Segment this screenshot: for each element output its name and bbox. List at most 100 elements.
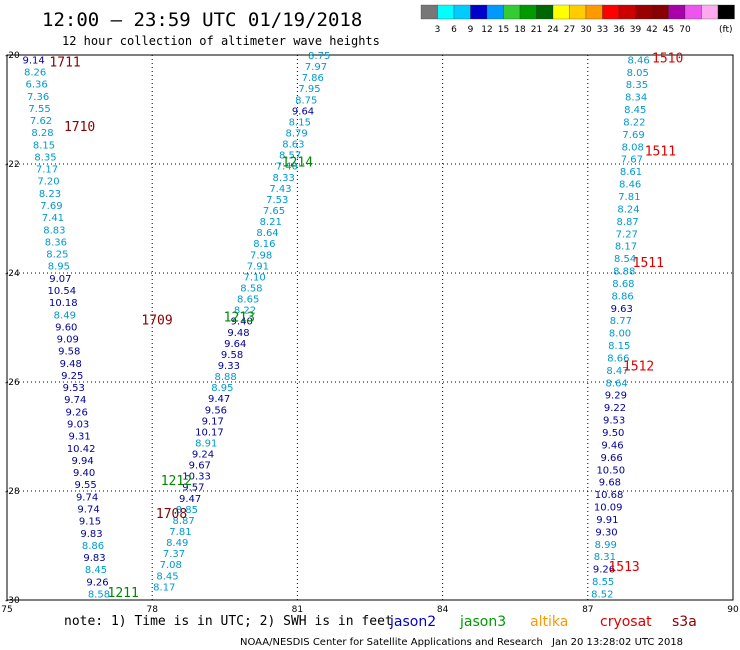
data-point-label: 10.50 xyxy=(596,465,625,476)
x-tick-label: 78 xyxy=(146,605,158,615)
data-point-label: 8.77 xyxy=(610,316,632,327)
colorbar-swatch xyxy=(437,4,455,20)
data-point-label: 7.36 xyxy=(27,92,49,103)
data-point-label: 8.87 xyxy=(173,516,195,527)
y-tick-label: -20 xyxy=(5,51,20,61)
footer-note: note: 1) Time is in UTC; 2) SWH is in fe… xyxy=(64,614,393,629)
data-point-label: 9.40 xyxy=(231,317,253,328)
data-point-label: 8.23 xyxy=(39,189,61,200)
data-point-label: 9.63 xyxy=(611,304,633,315)
colorbar-swatch xyxy=(585,4,603,20)
data-point-label: 8.35 xyxy=(34,152,56,163)
data-point-label: 7.17 xyxy=(36,165,58,176)
data-point-label: 9.26 xyxy=(66,407,88,418)
data-point-label: 9.53 xyxy=(603,416,625,427)
data-point-label: 8.86 xyxy=(82,541,104,552)
data-point-label: 8.08 xyxy=(622,142,644,153)
data-point-label: 8.28 xyxy=(31,128,53,139)
data-point-label: 9.03 xyxy=(67,420,89,431)
data-point-label: 8.15 xyxy=(289,117,311,128)
x-tick-label: 75 xyxy=(1,605,12,615)
data-point-label: 7.37 xyxy=(163,549,185,560)
colorbar-tick-label: 45 xyxy=(663,25,674,35)
satellite-legend: jason2 jason3 altika cryosat s3a xyxy=(389,614,697,630)
data-point-label: 7.65 xyxy=(263,206,285,217)
data-point-label: 8.49 xyxy=(166,538,188,549)
legend-cryosat: cryosat xyxy=(600,614,652,630)
data-point-label: 8.85 xyxy=(176,505,198,516)
time-label: 1214 xyxy=(282,155,313,170)
colorbar-swatch xyxy=(470,4,488,20)
colorbar-swatch xyxy=(486,4,504,20)
colorbar-tick-label: 24 xyxy=(547,25,559,35)
colorbar-swatch xyxy=(569,4,587,20)
data-point-label: 7.86 xyxy=(302,73,324,84)
colorbar-tick-label: 18 xyxy=(514,25,526,35)
colorbar-tick-label: 27 xyxy=(564,25,575,35)
data-point-label: 6.36 xyxy=(25,80,47,91)
data-point-label: 8.34 xyxy=(625,93,647,104)
x-tick-label: 81 xyxy=(292,605,303,615)
footer-credit: NOAA/NESDIS Center for Satellite Applica… xyxy=(240,637,543,648)
data-point-label: 9.14 xyxy=(22,55,44,66)
data-point-label: 8.00 xyxy=(609,329,631,340)
data-point-label: 9.91 xyxy=(596,515,618,526)
data-point-label: 8.25 xyxy=(46,250,68,261)
data-point-label: 8.83 xyxy=(43,225,65,236)
data-point-label: 9.22 xyxy=(604,403,626,414)
colorbar-swatch xyxy=(717,4,735,20)
time-labels: 1711 1710 1709 1708 1214 1213 1212 1211 1510 1511… xyxy=(49,52,683,601)
data-point-label: 10.42 xyxy=(67,444,96,455)
track-track_1211_1214: 8.757.977.867.958.759.648.158.798.638.57… xyxy=(153,51,330,593)
data-point-label: 8.49 xyxy=(54,310,76,321)
data-point-label: 9.68 xyxy=(599,478,621,489)
data-point-label: 9.40 xyxy=(73,468,95,479)
time-label: 1213 xyxy=(224,311,255,326)
colorbar-swatch xyxy=(420,4,438,20)
colorbar-swatch xyxy=(602,4,620,20)
data-point-label: 8.31 xyxy=(594,552,616,563)
y-tick-label: -22 xyxy=(5,160,20,170)
data-point-label: 9.67 xyxy=(189,461,211,472)
data-point-label: 7.40 xyxy=(276,162,298,173)
y-tick-label: -26 xyxy=(5,378,20,388)
data-point-label: 9.94 xyxy=(71,456,93,467)
data-point-label: 9.07 xyxy=(49,274,71,285)
data-point-label: 10.09 xyxy=(594,503,623,514)
data-point-label: 8.33 xyxy=(273,173,295,184)
data-point-label: 9.31 xyxy=(69,432,91,443)
colorbar-swatch xyxy=(618,4,636,20)
data-point-label: 8.21 xyxy=(260,217,282,228)
data-point-label: 8.99 xyxy=(595,540,617,551)
data-point-label: 7.97 xyxy=(305,62,327,73)
data-point-label: 10.17 xyxy=(195,427,224,438)
data-point-label: 7.41 xyxy=(42,213,64,224)
data-point-label: 9.74 xyxy=(77,504,99,515)
colorbar-tick-label: 30 xyxy=(580,25,592,35)
data-point-label: 8.87 xyxy=(617,217,639,228)
data-point-label: 7.67 xyxy=(621,155,643,166)
time-label: 1513 xyxy=(608,560,639,575)
colorbar-tick-label: 15 xyxy=(498,25,509,35)
data-marks: 9.148.266.367.367.557.628.288.158.357.17… xyxy=(22,51,649,600)
data-point-label: 8.86 xyxy=(611,291,633,302)
time-label: 1511 xyxy=(633,256,664,271)
data-point-label: 9.55 xyxy=(74,480,96,491)
legend-altika: altika xyxy=(530,614,568,630)
colorbar-tick-label: 12 xyxy=(481,25,492,35)
colorbar-unit: (ft) xyxy=(719,25,733,35)
data-point-label: 7.81 xyxy=(618,192,640,203)
y-tick-label: -24 xyxy=(5,269,20,279)
data-point-label: 9.24 xyxy=(192,450,214,461)
colorbar-tick-label: 9 xyxy=(468,25,474,35)
data-point-label: 9.58 xyxy=(58,347,80,358)
data-point-label: 9.74 xyxy=(76,492,98,503)
data-point-label: 10.68 xyxy=(595,490,624,501)
data-point-label: 7.08 xyxy=(160,560,182,571)
data-point-label: 7.62 xyxy=(30,116,52,127)
data-point-label: 9.15 xyxy=(79,517,101,528)
data-point-label: 7.55 xyxy=(28,104,50,115)
x-tick-label: 84 xyxy=(437,605,449,615)
colorbar-swatch xyxy=(536,4,554,20)
data-point-label: 7.98 xyxy=(250,250,272,261)
